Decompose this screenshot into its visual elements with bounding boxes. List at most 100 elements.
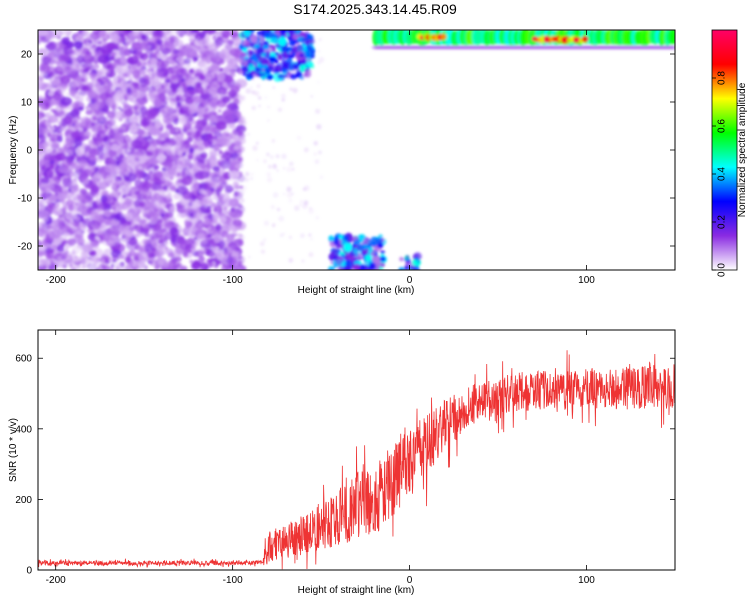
heatmap-cell	[144, 243, 154, 252]
heatmap-cell	[199, 204, 211, 215]
heatmap-cell	[281, 98, 286, 102]
heatmap-cell	[75, 146, 85, 156]
heatmap-cell	[286, 186, 292, 192]
heatmap-cell	[258, 104, 261, 108]
heatmap-cell	[353, 258, 357, 262]
heatmap-cell	[212, 233, 222, 243]
heatmap-cell	[248, 255, 251, 259]
heatmap-cell	[77, 106, 84, 111]
heatmap-cell	[134, 265, 140, 270]
heatmap-cell	[60, 81, 68, 88]
snr-y-tick-label: 400	[15, 424, 32, 435]
heatmap-cell	[170, 258, 177, 264]
heatmap-cell	[97, 86, 105, 95]
heatmap-cell	[160, 137, 165, 141]
heatmap-cell	[153, 46, 157, 50]
heatmap-cell	[222, 109, 233, 118]
heatmap-cell	[155, 179, 162, 184]
heatmap-cell	[84, 152, 90, 158]
heatmap-cell	[117, 106, 122, 110]
heatmap-cell	[145, 179, 148, 183]
heatmap-cell	[181, 176, 193, 186]
heatmap-cell	[138, 248, 146, 254]
heatmap-cell	[305, 30, 309, 34]
heatmap-cell	[184, 227, 196, 237]
heatmap-cell	[125, 235, 130, 241]
heatmap-cell	[229, 122, 236, 129]
heatmap-cell	[59, 253, 73, 264]
snr-x-tick-label: -200	[46, 575, 66, 586]
heatmap-cell	[125, 178, 130, 182]
heatmap-cell	[177, 236, 185, 246]
heatmap-cell	[106, 111, 116, 119]
heatmap-cell	[236, 189, 245, 197]
heatmap-cell	[124, 212, 134, 222]
heatmap-cell	[183, 57, 191, 65]
heatmap-cell	[217, 195, 223, 201]
heatmap-cell	[241, 198, 245, 203]
heatmap-cell	[581, 35, 589, 43]
heatmap-cell	[167, 252, 175, 258]
heatmap-cell	[191, 79, 197, 86]
snr-x-tick-label: -100	[223, 575, 243, 586]
heatmap-cell	[241, 52, 247, 58]
heatmap-cell	[220, 216, 227, 223]
heatmap-cell	[282, 167, 286, 170]
heatmap-cell	[284, 53, 289, 58]
spectrogram-x-tick-label: 0	[407, 275, 413, 286]
heatmap-cell	[134, 169, 144, 180]
heatmap-cell	[70, 108, 80, 118]
heatmap-cell	[159, 185, 164, 191]
heatmap-cell	[110, 201, 116, 206]
heatmap-cell	[222, 42, 231, 50]
heatmap-cell	[38, 39, 41, 45]
heatmap-cell	[171, 74, 178, 81]
snr-x-axis-label: Height of straight line (km)	[298, 585, 415, 596]
heatmap-cell	[89, 140, 94, 145]
heatmap-cell	[299, 74, 305, 80]
heatmap-cell	[119, 129, 124, 134]
heatmap-cell	[184, 140, 191, 146]
heatmap-cell	[193, 46, 198, 51]
snr-x-tick-label: 100	[578, 575, 595, 586]
heatmap-cell	[345, 259, 352, 267]
heatmap-cell	[64, 116, 73, 125]
heatmap-cell	[113, 92, 124, 102]
heatmap-cell	[156, 38, 163, 45]
heatmap-cell	[119, 49, 128, 58]
heatmap-cell	[316, 123, 322, 130]
heatmap-cell	[161, 191, 166, 195]
heatmap-cell	[48, 240, 53, 245]
heatmap-cell	[188, 201, 193, 207]
heatmap-cell	[231, 253, 236, 257]
heatmap-cell	[62, 239, 68, 245]
heatmap-cell	[198, 255, 205, 263]
heatmap-cell	[67, 238, 77, 246]
heatmap-cell	[38, 81, 47, 91]
heatmap-cell	[149, 125, 160, 136]
heatmap-cell	[139, 41, 149, 50]
heatmap-cell	[38, 228, 46, 237]
heatmap-cell	[130, 115, 139, 125]
heatmap-cell	[256, 46, 265, 55]
heatmap-cell	[61, 37, 70, 45]
heatmap-cell	[281, 46, 290, 53]
heatmap-cell	[106, 42, 117, 50]
heatmap-cell	[156, 66, 164, 73]
heatmap-cell	[87, 233, 96, 241]
heatmap-cell	[49, 71, 55, 78]
heatmap-cell	[91, 144, 97, 149]
heatmap-cell	[57, 244, 65, 253]
heatmap-cell	[39, 248, 44, 252]
heatmap-cell	[139, 264, 145, 270]
heatmap-cell	[45, 200, 51, 205]
heatmap-cell	[124, 172, 130, 176]
heatmap-cell	[38, 137, 41, 143]
heatmap-cell	[207, 87, 218, 95]
heatmap-cell	[53, 70, 62, 79]
heatmap-cell	[278, 215, 285, 222]
heatmap-cell	[211, 30, 214, 34]
heatmap-cell	[204, 218, 212, 227]
heatmap-cell	[158, 197, 165, 204]
heatmap-cell	[287, 32, 293, 36]
